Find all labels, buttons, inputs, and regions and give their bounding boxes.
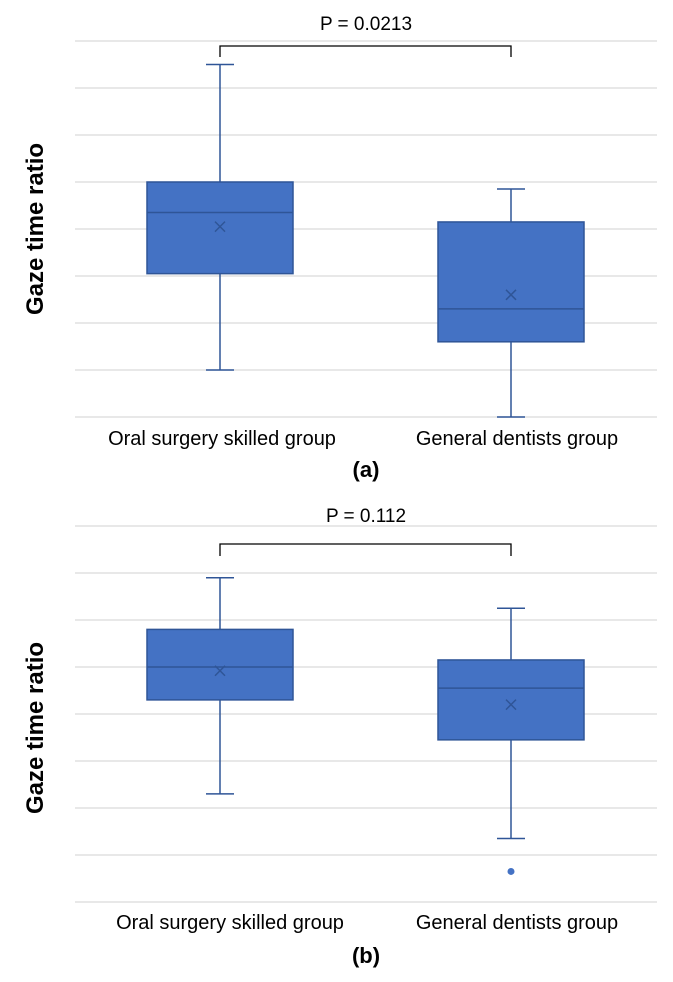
box-b-1 (437, 659, 585, 741)
mean-marker-b-1 (505, 699, 517, 711)
panel-label-a: (a) (353, 457, 380, 482)
mean-marker-b-0 (214, 665, 226, 677)
x-tick-label-a-0: Oral surgery skilled group (108, 428, 336, 450)
p-value-label-a: P = 0.0213 (320, 14, 412, 35)
box-b-0 (146, 628, 294, 701)
x-tick-label-b-0: Oral surgery skilled group (116, 912, 344, 934)
panel-label-b: (b) (352, 943, 380, 968)
y-axis-label-a: Gaze time ratio (22, 143, 49, 315)
box-a-0 (146, 181, 294, 275)
significance-bracket-b (219, 543, 512, 556)
x-tick-label-a-1: General dentists group (416, 428, 618, 450)
outlier-point-b-1-0 (507, 867, 515, 875)
mean-marker-a-0 (214, 221, 226, 233)
p-value-label-b: P = 0.112 (326, 506, 406, 527)
mean-marker-a-1 (505, 289, 517, 301)
y-axis-label-b: Gaze time ratio (22, 642, 49, 814)
box-a-1 (437, 221, 585, 343)
x-tick-label-b-1: General dentists group (416, 912, 618, 934)
significance-bracket-a (219, 45, 512, 57)
